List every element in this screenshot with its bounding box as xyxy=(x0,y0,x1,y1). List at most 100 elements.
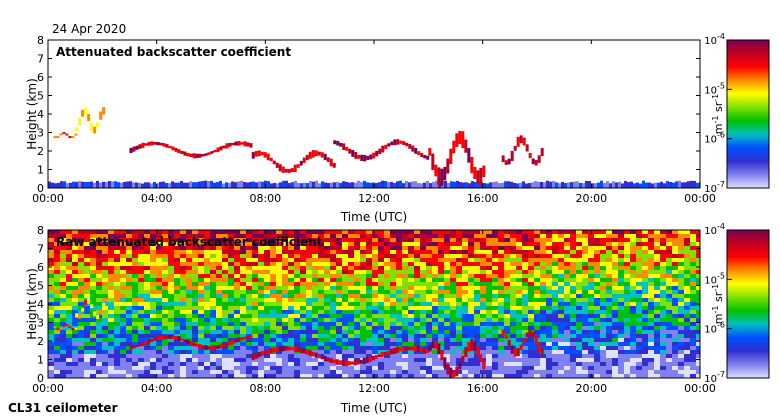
cloud-mark xyxy=(284,168,288,173)
surface-layer-mark xyxy=(465,182,468,188)
surface-layer-mark xyxy=(228,182,231,188)
surface-layer-mark xyxy=(192,182,195,188)
x-tick-label: 04:00 xyxy=(141,192,173,205)
surface-layer-mark xyxy=(630,181,633,188)
cloud-mark xyxy=(392,347,396,354)
cloud-mark xyxy=(254,352,258,359)
surface-layer-mark xyxy=(198,181,201,188)
top-colorbar: 10-4 10-5 10-6 10-7 m-1 sr-1 xyxy=(704,32,770,195)
colorbar-gradient xyxy=(726,229,770,379)
cloud-mark xyxy=(326,157,330,162)
cloud-mark xyxy=(144,143,148,146)
cloud-mark xyxy=(263,152,267,158)
x-tick-label: 04:00 xyxy=(141,382,173,395)
surface-layer-mark xyxy=(516,183,519,188)
surface-layer-mark xyxy=(420,183,423,188)
cloud-mark xyxy=(74,133,78,136)
cloud-mark xyxy=(263,350,267,355)
cloud-mark xyxy=(171,335,175,340)
colorbar-tick-label: 10-4 xyxy=(704,32,725,47)
cloud-mark xyxy=(440,168,444,186)
surface-layer-mark xyxy=(273,182,276,188)
cloud-mark xyxy=(216,345,220,349)
surface-layer-mark xyxy=(279,182,282,188)
surface-layer-mark xyxy=(252,181,255,188)
surface-layer-mark xyxy=(216,182,219,188)
surface-layer-mark xyxy=(426,181,429,188)
surface-layer-mark xyxy=(384,181,387,188)
top-y-axis: 0 1 2 3 4 5 6 7 8 xyxy=(37,34,700,195)
surface-layer-mark xyxy=(249,181,252,188)
cloud-mark xyxy=(507,339,511,347)
cloud-mark xyxy=(174,147,178,152)
cloud-mark xyxy=(234,141,238,146)
cloud-mark xyxy=(78,313,82,319)
cloud-mark xyxy=(335,359,339,365)
cloud-mark xyxy=(150,338,154,342)
cloud-mark xyxy=(519,344,523,351)
top-plot-panel: 0 1 2 3 4 5 6 7 8 00:00 04:00 08:00 12:00 16:00 20:00… xyxy=(25,34,716,224)
cloud-mark xyxy=(150,141,154,146)
surface-layer-mark xyxy=(531,182,534,188)
surface-layer-mark xyxy=(363,180,366,188)
cloud-mark xyxy=(531,332,535,337)
cloud-mark xyxy=(407,346,411,351)
cloud-mark xyxy=(525,332,529,338)
surface-layer-mark xyxy=(453,181,456,188)
cloud-mark xyxy=(395,346,399,354)
cloud-mark xyxy=(162,143,166,147)
surface-layer-mark xyxy=(471,181,474,188)
cloud-mark xyxy=(186,339,190,345)
surface-layer-mark xyxy=(108,180,111,188)
cloud-mark xyxy=(464,346,468,357)
cloud-mark xyxy=(317,354,321,359)
cloud-mark xyxy=(266,153,270,161)
cloud-mark xyxy=(189,340,193,346)
cloud-mark xyxy=(219,146,223,151)
y-tick-label: 0 xyxy=(37,182,44,195)
cloud-mark xyxy=(467,148,471,163)
surface-layer-mark xyxy=(102,181,105,188)
surface-layer-mark xyxy=(375,182,378,188)
cloud-mark xyxy=(338,360,342,365)
cloud-mark xyxy=(341,360,345,366)
bottom-x-axis: 00:00 04:00 08:00 12:00 16:00 20:00 00:00 xyxy=(32,230,716,395)
cloud-mark xyxy=(311,150,315,158)
cloud-mark xyxy=(138,343,142,347)
cloud-mark xyxy=(390,141,394,146)
surface-layer-mark xyxy=(270,183,273,188)
surface-layer-mark xyxy=(519,182,522,188)
cloud-mark xyxy=(305,154,309,161)
surface-layer-mark xyxy=(213,182,216,188)
y-tick-label: 0 xyxy=(37,372,44,385)
surface-layer-mark xyxy=(627,182,630,188)
cloud-mark xyxy=(371,355,375,361)
cloud-mark xyxy=(446,363,450,375)
surface-layer-mark xyxy=(411,181,414,188)
cloud-mark xyxy=(425,349,429,353)
cloud-mark xyxy=(222,145,226,149)
colorbar-tick-label: 10-7 xyxy=(704,180,725,195)
cloud-mark xyxy=(68,325,72,328)
cloud-mark xyxy=(374,354,378,360)
cloud-mark xyxy=(192,153,196,159)
cloud-mark xyxy=(246,142,250,147)
surface-layer-mark xyxy=(123,181,126,188)
cloud-mark xyxy=(323,153,327,161)
surface-layer-mark xyxy=(606,181,609,188)
cloud-mark xyxy=(186,152,190,157)
cloud-mark xyxy=(540,348,544,356)
y-tick-label: 1 xyxy=(37,354,44,367)
surface-layer-mark xyxy=(537,181,540,188)
surface-layer-mark xyxy=(339,182,342,188)
cloud-mark xyxy=(516,347,520,357)
cloud-mark xyxy=(281,345,285,352)
cloud-mark xyxy=(510,345,514,354)
cloud-mark xyxy=(525,144,529,152)
cloud-mark xyxy=(534,335,538,345)
cloud-mark xyxy=(257,352,261,358)
date-label: 24 Apr 2020 xyxy=(52,22,126,36)
cloud-mark xyxy=(452,140,456,154)
surface-layer-mark xyxy=(234,182,237,188)
surface-layer-mark xyxy=(168,183,171,188)
